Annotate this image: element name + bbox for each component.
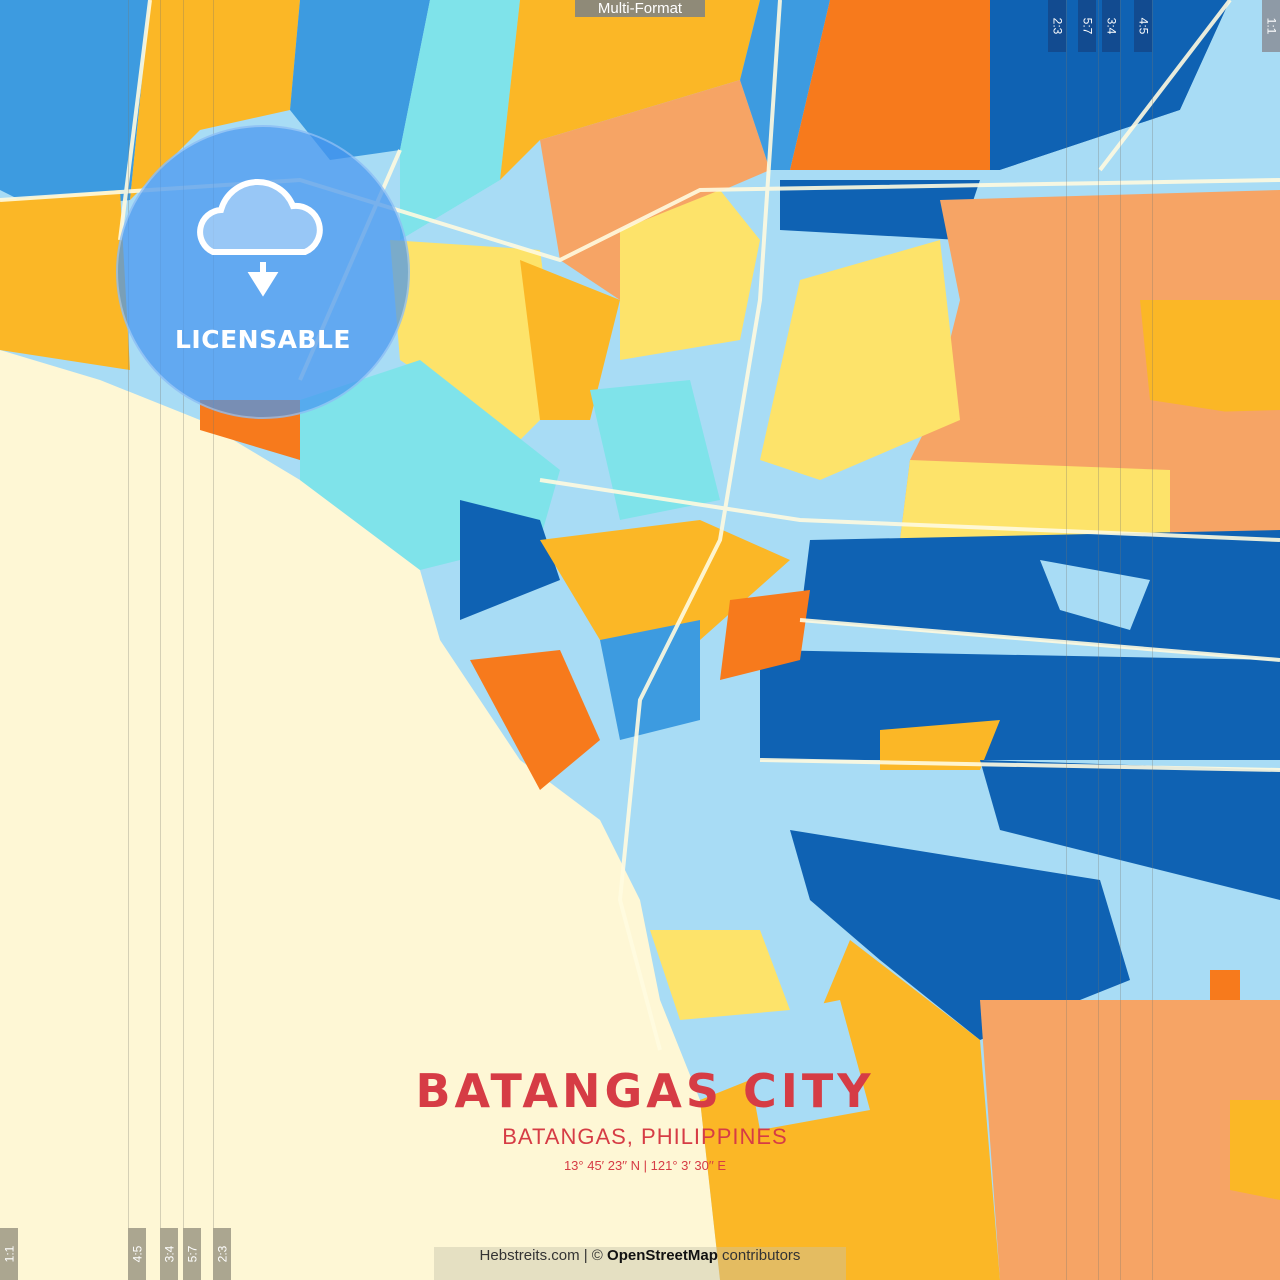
crop-mark-1-1: 1:1	[1262, 0, 1280, 52]
crop-mark-4-5: 4:5	[1134, 0, 1152, 52]
map-coordinates: 13° 45′ 23′′ N | 121° 3′ 30′′ E	[563, 1158, 727, 1173]
crop-mark-4-5: 4:5	[128, 1228, 146, 1280]
crop-line	[183, 0, 184, 1280]
site-name: Hebstreits.com	[479, 1247, 580, 1264]
licensable-label: LICENSABLE	[175, 325, 351, 354]
separator: | ©	[579, 1247, 608, 1264]
osm-link[interactable]: OpenStreetMap	[607, 1247, 718, 1264]
crop-mark-2-3: 2:3	[213, 1228, 231, 1280]
multi-format-tab[interactable]: Multi-Format	[575, 0, 705, 17]
cloud-download-icon	[197, 178, 323, 297]
crop-line	[1066, 0, 1067, 1280]
map-title: BATANGAS CITY	[415, 1064, 875, 1118]
attribution: Hebstreits.com | © OpenStreetMap contrib…	[434, 1247, 846, 1280]
crop-line	[1152, 0, 1153, 1280]
crop-line	[160, 0, 161, 1280]
crop-mark-2-3: 2:3	[1048, 0, 1066, 52]
crop-mark-3-4: 3:4	[160, 1228, 178, 1280]
licensable-badge[interactable]: LICENSABLE	[116, 125, 410, 419]
crop-line	[128, 0, 129, 1280]
crop-line	[1120, 0, 1121, 1280]
crop-line	[213, 0, 214, 1280]
crop-mark-5-7: 5:7	[183, 1228, 201, 1280]
map-subtitle: BATANGAS, PHILIPPINES	[502, 1124, 788, 1149]
crop-mark-3-4: 3:4	[1102, 0, 1120, 52]
credit-suffix: contributors	[717, 1247, 801, 1264]
crop-mark-1-1: 1:1	[0, 1228, 18, 1280]
crop-mark-5-7: 5:7	[1078, 0, 1096, 52]
crop-line	[1098, 0, 1099, 1280]
